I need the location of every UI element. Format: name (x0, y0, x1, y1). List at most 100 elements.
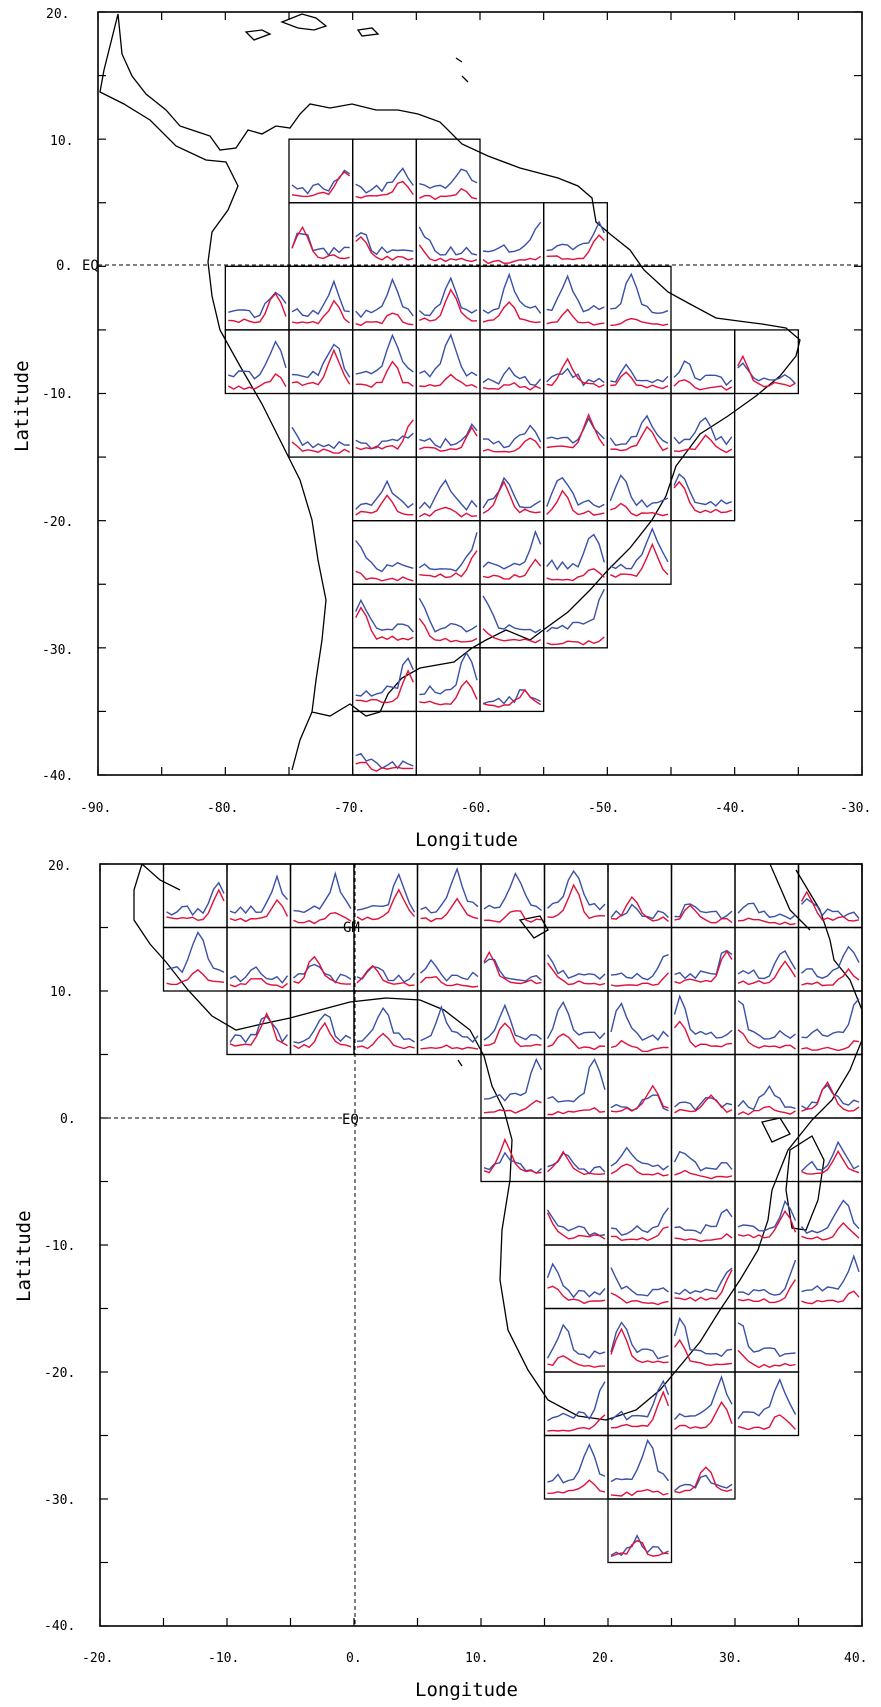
africa-grid-cells (162, 863, 863, 1564)
sa-series-red (546, 489, 605, 516)
af-series-blue (229, 874, 289, 915)
sa-series-blue (291, 343, 351, 379)
sa-series-red (418, 244, 478, 263)
sa-series-red (228, 292, 287, 324)
sa-series-blue (546, 220, 605, 252)
af-x-tick-40: 40. (844, 1651, 867, 1666)
af-x-tick-m20: -20. (82, 1651, 113, 1666)
af-series-blue (546, 1209, 606, 1237)
af-series-red (610, 1539, 669, 1558)
sa-series-red (482, 381, 541, 391)
af-grid-cell (734, 1053, 800, 1119)
af-series-red (610, 1039, 669, 1053)
af-series-blue (801, 1084, 860, 1110)
af-series-blue (674, 903, 733, 920)
sa-grid-cell (543, 392, 608, 458)
sa-series-blue (291, 232, 350, 257)
af-series-blue (293, 870, 352, 914)
af-series-red (674, 1400, 733, 1430)
af-series-blue (674, 1208, 733, 1235)
af-series-blue (737, 950, 797, 980)
sa-series-red (482, 437, 542, 453)
af-grid-cell (670, 1434, 736, 1500)
sa-series-blue (418, 597, 478, 633)
sa-series-blue (291, 426, 350, 450)
af-series-blue (673, 1316, 733, 1358)
africa-timeseries (166, 866, 860, 1558)
af-series-blue (483, 1003, 542, 1041)
equator-label-prefix: 0. (56, 258, 73, 274)
sa-series-blue (419, 423, 478, 449)
africa-coastline (133, 863, 863, 1421)
sa-series-red (355, 494, 414, 516)
af-series-red (420, 975, 479, 988)
af-series-red (483, 1137, 542, 1174)
af-series-red (610, 1327, 669, 1364)
af-series-red (610, 1292, 669, 1306)
south-america-map-panel: 0. EQ 20. 10. -10. -20. -30. -40. -90. -… (0, 0, 881, 850)
sa-series-blue (609, 474, 669, 508)
sa-series-red (673, 480, 732, 514)
af-y-tick-m10: -10. (44, 1239, 75, 1254)
sa-series-blue (673, 360, 733, 387)
af-x-tick-30: 30. (719, 1651, 742, 1666)
sa-grid-cell (415, 583, 481, 649)
af-grid-cell (607, 1434, 673, 1500)
af-x-tick-0: 0. (346, 1651, 362, 1666)
sa-series-blue (355, 752, 414, 770)
sa-x-tick-m60: -60. (461, 801, 492, 816)
sa-series-red (482, 558, 542, 580)
sa-series-blue (418, 532, 478, 572)
af-series-blue (546, 954, 606, 980)
af-series-red (737, 1105, 796, 1116)
sa-grid-cell (606, 456, 672, 522)
af-series-blue (420, 1005, 479, 1044)
sa-series-red (482, 480, 541, 514)
af-series-red (674, 1094, 733, 1114)
sa-series-blue (482, 529, 542, 570)
af-series-red (483, 1022, 542, 1048)
af-series-red (546, 962, 606, 986)
af-grid-cell (734, 1307, 800, 1373)
af-x-tick-10: 10. (465, 1651, 488, 1666)
af-series-red (611, 1390, 670, 1429)
af-grid-cell (607, 1180, 673, 1246)
af-series-red (737, 1210, 797, 1239)
af-y-tick-0: 0. (60, 1112, 76, 1127)
af-series-red (293, 911, 352, 925)
af-series-blue (800, 897, 860, 919)
sa-series-blue (482, 595, 542, 634)
sa-grid-cell (415, 138, 481, 204)
sa-series-blue (737, 362, 796, 385)
af-series-blue (673, 994, 733, 1039)
af-series-red (166, 968, 225, 986)
af-series-blue (546, 1262, 606, 1299)
sa-series-red (546, 412, 605, 449)
af-series-blue (673, 1374, 733, 1420)
sa-grid-cell (352, 202, 417, 267)
af-grid-cell (543, 1117, 609, 1183)
af-series-blue (674, 1267, 733, 1295)
af-y-tick-m20: -20. (44, 1366, 75, 1381)
madagascar (785, 1135, 825, 1231)
af-series-red (801, 967, 860, 987)
af-series-red (610, 1163, 669, 1177)
af-series-blue (737, 1000, 796, 1040)
af-grid-cell (607, 1498, 673, 1564)
af-series-blue (801, 945, 860, 979)
sa-x-tick-m30: -30. (840, 801, 871, 816)
sa-series-red (482, 628, 542, 644)
sa-y-tick-m40: -40. (42, 769, 73, 784)
af-y-tick-m40: -40. (44, 1619, 75, 1634)
sa-series-blue (418, 276, 478, 317)
south-america-coastline-south (291, 711, 313, 771)
sa-series-red (419, 288, 478, 322)
sa-series-blue (546, 588, 605, 633)
sa-series-red (673, 434, 733, 454)
af-grid-cell (543, 926, 609, 992)
sa-series-red (355, 606, 414, 641)
sa-series-blue (355, 232, 414, 256)
af-series-red (547, 1285, 606, 1305)
sa-series-blue (610, 272, 669, 315)
af-series-red (420, 897, 479, 923)
